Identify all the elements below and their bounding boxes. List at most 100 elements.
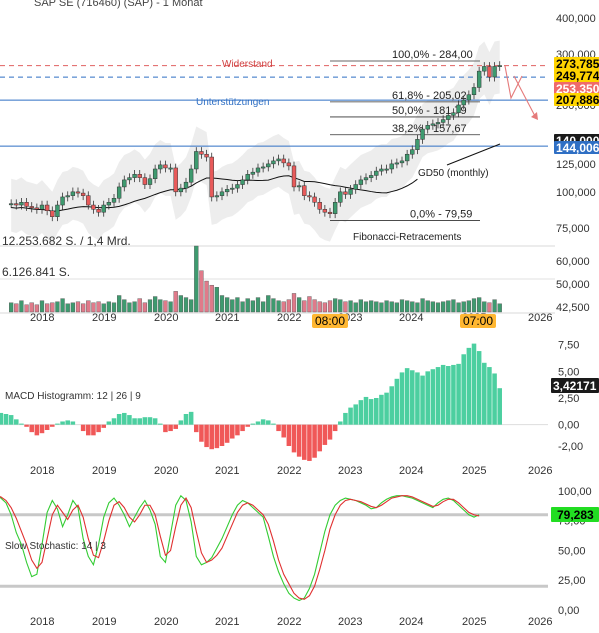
macd-bar <box>317 424 322 452</box>
volume-bar <box>456 302 461 313</box>
macd-bar <box>487 367 492 425</box>
year-label-1-2025: 2025 <box>462 465 486 477</box>
volume-bar <box>70 302 75 313</box>
macd-bar <box>214 424 220 449</box>
volume-bar <box>91 302 96 313</box>
macd-bar <box>173 424 178 429</box>
price-badge-bg <box>554 93 599 106</box>
macd-bar <box>425 371 430 425</box>
volume-bar <box>235 297 240 313</box>
volume-bar <box>19 300 24 313</box>
volume-bars <box>9 245 502 313</box>
year-label-2-2018: 2018 <box>30 616 54 628</box>
time-badge-left: 08:00 <box>312 314 348 328</box>
volume-bar <box>45 303 50 313</box>
macd-bar <box>183 414 189 425</box>
macd-tick-0: 7,50 <box>558 340 579 352</box>
macd-bar <box>482 362 487 425</box>
volume-bar <box>451 299 456 313</box>
macd-bar <box>168 424 173 432</box>
gd50-line <box>11 175 418 212</box>
candle-body <box>440 119 446 123</box>
macd-bar <box>235 424 240 436</box>
year-label-0-2024: 2024 <box>399 312 423 324</box>
macd-bar <box>374 398 379 425</box>
volume-bar <box>379 302 384 313</box>
price-badge-bg <box>554 69 599 82</box>
macd-bar <box>65 420 70 425</box>
volume-bar <box>173 291 178 313</box>
candle-body <box>163 164 168 169</box>
macd-bar <box>363 396 369 425</box>
candle-body <box>137 174 142 178</box>
macd-bar <box>358 400 364 425</box>
volume-bar <box>178 295 183 313</box>
candle-body <box>173 167 178 193</box>
volume-bar <box>307 296 312 313</box>
macd-bar <box>281 424 286 438</box>
macd-bar <box>34 424 40 436</box>
volume-bar <box>410 301 415 313</box>
candle-body <box>209 156 214 198</box>
price-badge-4: 144,006 <box>554 141 599 155</box>
volume-bar <box>261 301 266 313</box>
macd-bar <box>271 423 276 425</box>
macd-bar <box>260 419 266 425</box>
macd-current-bg <box>551 378 599 393</box>
candle-body <box>404 153 410 162</box>
candle-body <box>327 211 333 214</box>
year-label-2-2022: 2022 <box>277 616 301 628</box>
candle-body <box>204 153 209 158</box>
volume-bar <box>425 300 430 313</box>
macd-bar <box>96 424 101 433</box>
macd-bar <box>50 424 55 427</box>
macd-bar <box>194 424 199 433</box>
candle-body <box>291 165 297 188</box>
macd-bar <box>127 415 132 425</box>
volume-bar <box>487 302 492 313</box>
year-label-2-2020: 2020 <box>154 616 178 628</box>
candle-body <box>39 204 45 210</box>
candle-body <box>219 191 225 196</box>
volume-bar <box>302 300 307 313</box>
volume-bar <box>441 301 446 313</box>
volume-bar <box>60 298 65 313</box>
candle-body <box>60 196 65 206</box>
candle-body <box>255 167 261 173</box>
year-label-2-2026: 2026 <box>528 616 552 628</box>
candle-body <box>471 87 477 96</box>
year-label-1-2022: 2022 <box>277 465 301 477</box>
volume-bar <box>132 301 137 313</box>
macd-bar <box>332 424 338 432</box>
macd-bar <box>70 421 76 425</box>
fib-label-1: 61,8% - 205,02 <box>392 90 467 102</box>
macd-bar <box>327 424 333 440</box>
volume-bar <box>338 299 343 313</box>
candle-body <box>296 185 302 188</box>
year-label-1-2020: 2020 <box>154 465 178 477</box>
volume-bar <box>225 297 230 313</box>
macd-bars <box>0 343 548 461</box>
volume-bar <box>199 270 204 313</box>
volume-bar <box>420 298 425 313</box>
year-label-1-2019: 2019 <box>92 465 116 477</box>
candle-body <box>101 204 106 213</box>
price-tick-3: 125,000 <box>556 159 596 171</box>
candle-body <box>271 160 276 165</box>
stochastic-lines <box>0 494 548 602</box>
candle-body <box>86 195 91 206</box>
macd-bar <box>338 421 343 425</box>
macd-bar <box>178 420 184 425</box>
macd-bar <box>399 372 405 425</box>
volume-bar <box>461 301 466 313</box>
year-label-2-2024: 2024 <box>399 616 423 628</box>
volume-bar <box>65 303 70 313</box>
price-tick-4: 100,000 <box>556 187 596 199</box>
volume-bar <box>394 302 399 313</box>
price-badge-2: 253,350 <box>554 82 599 96</box>
candle-body <box>276 158 281 162</box>
volume-bar <box>81 303 86 313</box>
macd-bar <box>492 373 497 425</box>
macd-bar <box>219 424 225 446</box>
stoch-tick-4: 0,00 <box>558 605 579 617</box>
